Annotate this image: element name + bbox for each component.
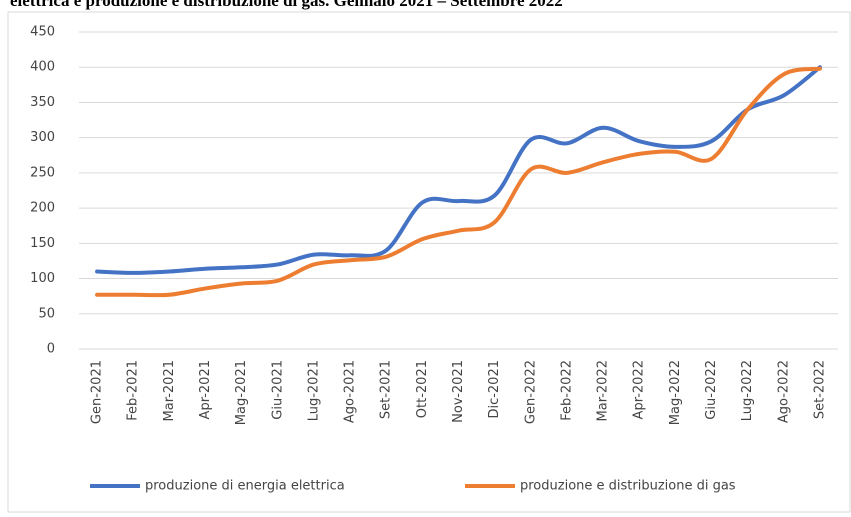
x-tick-label: Mar-2022 xyxy=(596,360,611,421)
y-tick-label: 50 xyxy=(38,306,55,321)
legend-label: produzione di energia elettrica xyxy=(145,479,345,494)
x-tick-label: Lug-2022 xyxy=(740,360,755,421)
x-tick-label: Apr-2021 xyxy=(198,360,213,419)
y-tick-label: 150 xyxy=(30,236,55,251)
x-tick-label: Set-2021 xyxy=(379,360,394,419)
chart-title: elettrica e produzione e distribuzione d… xyxy=(10,0,563,10)
x-tick-label: Giu-2022 xyxy=(704,360,719,420)
x-tick-label: Lug-2021 xyxy=(306,360,321,421)
series-line xyxy=(95,66,822,298)
x-tick-label: Mag-2022 xyxy=(668,360,683,425)
x-tick-label: Gen-2022 xyxy=(523,360,538,424)
x-tick-label: Feb-2022 xyxy=(559,360,574,421)
chart-border xyxy=(7,11,851,513)
y-tick-label: 200 xyxy=(30,201,55,216)
x-tick-label: Ago-2021 xyxy=(343,360,358,423)
y-tick-label: 100 xyxy=(30,271,55,286)
x-tick-label: Ago-2022 xyxy=(776,360,791,423)
x-tick-label: Feb-2021 xyxy=(126,360,141,421)
y-tick-label: 250 xyxy=(30,165,55,180)
y-tick-label: 450 xyxy=(30,25,55,40)
x-tick-label: Dic-2021 xyxy=(487,360,502,419)
x-tick-label: Giu-2021 xyxy=(270,360,285,420)
x-tick-label: Mag-2021 xyxy=(234,360,249,425)
x-tick-label: Ott-2021 xyxy=(415,360,430,418)
x-tick-label: Mar-2021 xyxy=(162,360,177,421)
y-tick-label: 350 xyxy=(30,95,55,110)
x-tick-label: Gen-2021 xyxy=(90,360,105,424)
y-tick-label: 300 xyxy=(30,130,55,145)
x-tick-label: Nov-2021 xyxy=(451,360,466,423)
y-tick-label: 0 xyxy=(47,342,55,357)
series-line xyxy=(95,65,822,275)
y-tick-label: 400 xyxy=(30,60,55,75)
x-tick-label: Apr-2022 xyxy=(632,360,647,419)
legend-label: produzione e distribuzione di gas xyxy=(520,479,736,494)
x-tick-label: Set-2022 xyxy=(812,360,827,419)
